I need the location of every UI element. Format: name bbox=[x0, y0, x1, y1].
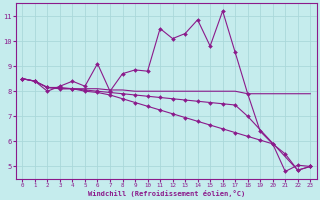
X-axis label: Windchill (Refroidissement éolien,°C): Windchill (Refroidissement éolien,°C) bbox=[88, 190, 245, 197]
